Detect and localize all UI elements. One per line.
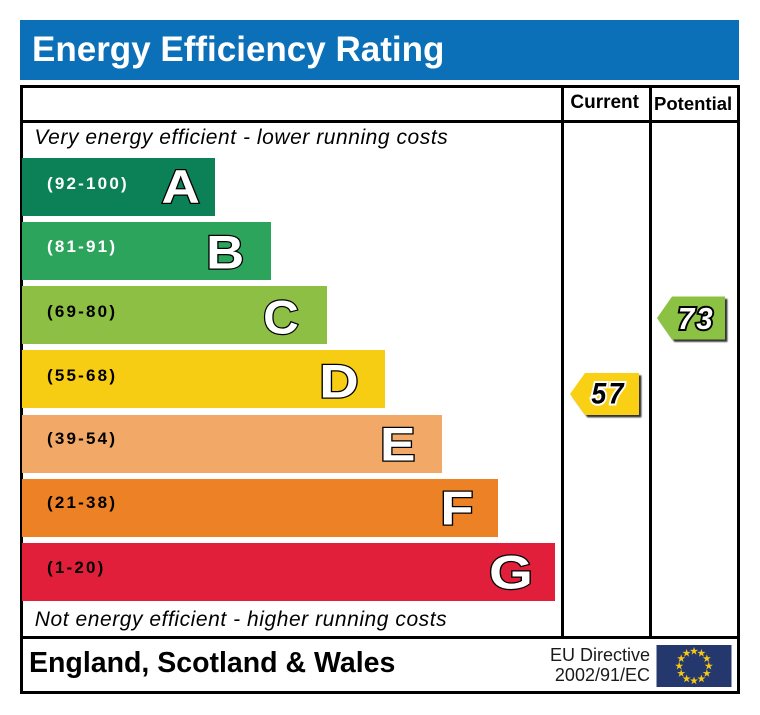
svg-text:E: E	[380, 417, 415, 471]
svg-text:A: A	[161, 160, 199, 214]
svg-text:57: 57	[591, 377, 626, 411]
svg-text:D: D	[319, 355, 358, 408]
svg-text:G: G	[489, 547, 533, 600]
svg-text:B: B	[206, 226, 244, 279]
svg-text:F: F	[440, 482, 473, 535]
svg-text:73: 73	[678, 302, 715, 336]
svg-text:C: C	[263, 291, 299, 344]
